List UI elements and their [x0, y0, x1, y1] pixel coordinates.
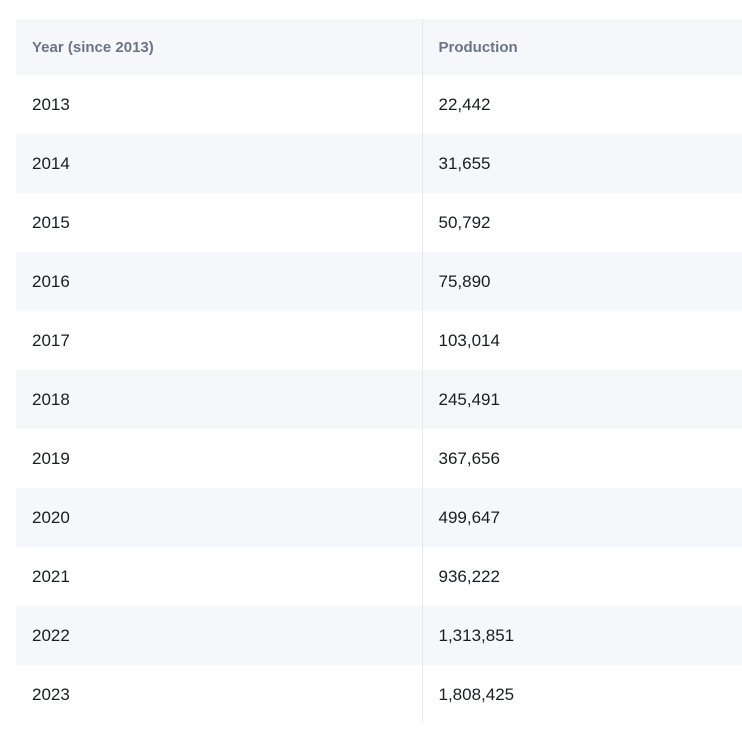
production-cell: 936,222 — [421, 547, 742, 606]
table-row: 2021 936,222 — [16, 547, 742, 606]
table-row: 2016 75,890 — [16, 252, 742, 311]
year-cell: 2014 — [16, 134, 422, 193]
production-cell: 103,014 — [421, 311, 742, 370]
table-row: 2022 1,313,851 — [16, 606, 742, 665]
year-cell: 2022 — [16, 606, 422, 665]
year-cell: 2020 — [16, 488, 422, 547]
table-row: 2023 1,808,425 — [16, 665, 742, 724]
year-cell: 2016 — [16, 252, 422, 311]
column-header-production: Production — [421, 19, 742, 75]
table-row: 2015 50,792 — [16, 193, 742, 252]
production-cell: 1,808,425 — [421, 665, 742, 724]
production-table-container: Year (since 2013) Production 2013 22,442… — [16, 19, 742, 724]
production-cell: 31,655 — [421, 134, 742, 193]
production-cell: 22,442 — [421, 75, 742, 134]
production-cell: 50,792 — [421, 193, 742, 252]
year-cell: 2021 — [32, 566, 70, 586]
year-cell: 2018 — [16, 370, 422, 429]
table-row: 2020 499,647 — [16, 488, 742, 547]
production-cell: 245,491 — [421, 370, 742, 429]
year-cell: 2019 — [32, 448, 70, 468]
column-header-year: Year (since 2013) — [16, 19, 422, 75]
table-row: 2017 103,014 — [16, 311, 742, 370]
production-cell: 499,647 — [421, 488, 742, 547]
year-cell: 2015 — [32, 212, 70, 232]
table-row: 2013 22,442 — [16, 75, 742, 134]
year-cell: 2013 — [32, 94, 70, 114]
table-header: Year (since 2013) Production — [16, 19, 742, 75]
table-row: 2018 245,491 — [16, 370, 742, 429]
production-table: Year (since 2013) Production 2013 22,442… — [16, 19, 742, 724]
table-row: 2014 31,655 — [16, 134, 742, 193]
year-cell: 2017 — [32, 330, 70, 350]
production-cell: 367,656 — [421, 429, 742, 488]
header-row: Year (since 2013) Production — [16, 19, 742, 75]
table-body: 2013 22,442 2014 31,655 2015 50,792 2016… — [16, 75, 742, 724]
production-cell: 1,313,851 — [421, 606, 742, 665]
table-row: 2019 367,656 — [16, 429, 742, 488]
production-cell: 75,890 — [421, 252, 742, 311]
year-cell: 2023 — [32, 684, 70, 704]
